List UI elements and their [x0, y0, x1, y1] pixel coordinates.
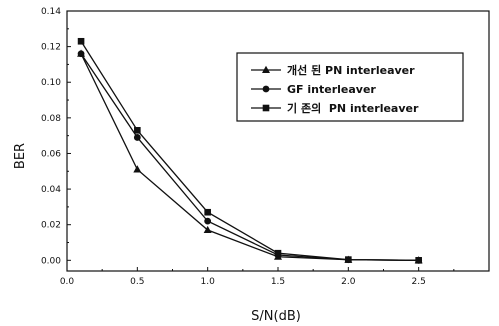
data-point: [274, 249, 282, 257]
data-point: [133, 134, 141, 141]
legend-marker: [262, 104, 270, 112]
data-point: [204, 208, 211, 216]
x-tick-label: 2.0: [341, 277, 356, 287]
x-tick-label: 0.5: [130, 277, 144, 287]
legend-box: [236, 52, 464, 122]
legend-marker: [262, 65, 270, 73]
x-axis-title: S/N(dB): [251, 309, 301, 324]
series-3: [77, 37, 422, 264]
y-tick-label: 0.04: [41, 185, 61, 195]
y-axis-title: BER: [13, 143, 28, 169]
y-tick-label: 0.14: [41, 7, 61, 17]
data-point: [203, 225, 212, 234]
y-tick-label: 0.06: [41, 149, 61, 159]
legend-label: 개선 된 PN interleaver: [287, 63, 415, 77]
data-point: [77, 50, 85, 58]
x-tick-label: 1.5: [271, 277, 285, 287]
data-point: [77, 37, 85, 45]
legend-label: 기 존의 PN interleaver: [287, 101, 419, 115]
y-tick-label: 0.10: [41, 78, 61, 88]
x-tick-label: 1.0: [201, 277, 216, 287]
plot-frame: [66, 10, 490, 272]
x-tick-label: 0.0: [60, 277, 75, 287]
y-tick-label: 0.02: [41, 221, 61, 231]
y-tick-label: 0.00: [41, 256, 61, 266]
data-point: [204, 217, 212, 225]
y-tick-label: 0.08: [41, 114, 61, 124]
data-point: [133, 165, 142, 173]
legend-label: GF interleaver: [287, 83, 376, 96]
data-point: [134, 127, 141, 134]
y-tick-label: 0.12: [41, 43, 61, 53]
legend-marker: [262, 85, 270, 93]
data-point: [345, 256, 352, 263]
data-point: [415, 257, 422, 264]
series-line: [80, 40, 419, 261]
x-tick-label: 2.5: [412, 277, 426, 287]
